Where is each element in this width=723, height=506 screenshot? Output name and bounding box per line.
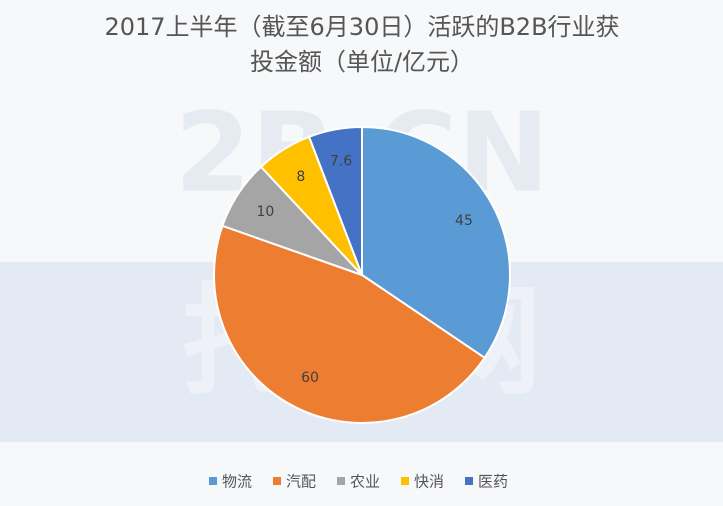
legend-swatch: [465, 477, 473, 485]
pie-slice: [361, 125, 511, 360]
chart-title: 2017上半年（截至6月30日）活跃的B2B行业获: [104, 13, 619, 41]
data-label: 10: [257, 204, 275, 220]
legend-label: 物流: [222, 473, 252, 491]
chart-title: 投金额（单位/亿元）: [250, 48, 474, 76]
legend-label: 医药: [478, 473, 508, 491]
legend-swatch: [273, 477, 281, 485]
pie: 45 60 10 8 7.6: [213, 125, 511, 424]
legend-swatch: [401, 477, 409, 485]
legend-swatch: [209, 477, 217, 485]
legend-swatch: [337, 477, 345, 485]
data-label: 45: [455, 213, 473, 229]
data-label: 60: [301, 370, 319, 386]
legend-label: 快消: [414, 473, 444, 491]
pie-slice: [213, 224, 487, 424]
legend-label: 汽配: [286, 473, 316, 491]
pie-slice: [307, 125, 363, 276]
legend-label: 农业: [350, 473, 380, 491]
data-label: 8: [296, 169, 305, 185]
data-label: 7.6: [330, 153, 352, 169]
legend: 物流 汽配 农业 快消 医药: [209, 473, 508, 491]
